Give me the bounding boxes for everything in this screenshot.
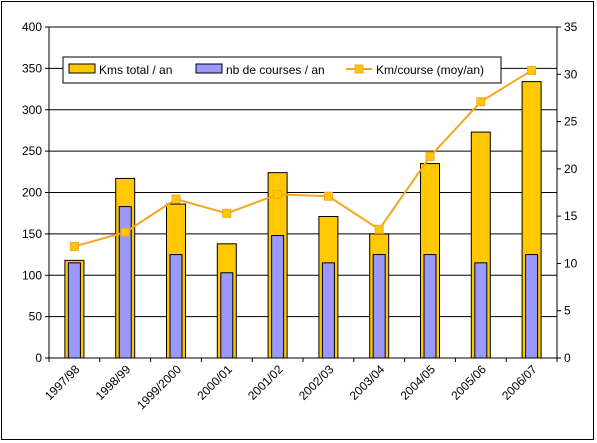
bar-nb-courses xyxy=(220,272,234,359)
x-axis-category-label: 2006/07 xyxy=(499,362,540,403)
bar-nb-courses xyxy=(423,254,437,359)
y-axis-right-tick-label: 5 xyxy=(564,304,571,318)
bars-nb-courses xyxy=(67,206,539,359)
y-axis-right-tick-label: 25 xyxy=(564,115,578,129)
y-axis-right-tick-label: 30 xyxy=(564,67,578,81)
y-axis-right-tick-label: 35 xyxy=(564,20,578,34)
x-axis-category-label: 2001/02 xyxy=(245,362,286,403)
legend-box xyxy=(62,56,502,84)
point-km-per-course xyxy=(527,66,537,76)
line-km-per-course-path xyxy=(74,69,533,248)
point-km-per-course xyxy=(273,189,283,199)
y-axis-left-tick-label: 300 xyxy=(22,103,42,117)
x-axis-category-label: 1999/2000 xyxy=(134,362,184,412)
legend-label-kms-total: Kms total / an xyxy=(99,63,172,77)
y-axis-left-tick-label: 400 xyxy=(22,20,42,34)
y-axis-left-tick-label: 200 xyxy=(22,186,42,200)
y-axis-right-tick-label: 15 xyxy=(564,209,578,223)
point-km-per-course xyxy=(374,224,384,234)
y-axis-left-tick-label: 100 xyxy=(22,268,42,282)
legend-swatch-nb-courses xyxy=(195,63,223,74)
x-axis-category-label: 1997/98 xyxy=(42,362,83,403)
x-axis-category-label: 2000/01 xyxy=(194,362,235,403)
point-km-per-course xyxy=(476,97,486,107)
line-km-per-course xyxy=(69,66,537,251)
bar-nb-courses xyxy=(525,254,539,359)
y-axis-left-tick-label: 250 xyxy=(22,144,42,158)
y-axis-right-tick-label: 0 xyxy=(564,351,571,365)
y-axis-left-tick-label: 50 xyxy=(29,310,43,324)
point-km-per-course xyxy=(171,194,181,204)
legend-marker-km-per-course xyxy=(354,64,364,74)
x-axis-category-label: 2002/03 xyxy=(296,362,337,403)
y-axis-left-tick-label: 0 xyxy=(35,351,42,365)
legend-label-km-per-course: Km/course (moy/an) xyxy=(376,63,484,77)
bar-nb-courses xyxy=(372,254,386,359)
point-km-per-course xyxy=(425,152,435,162)
bar-nb-courses xyxy=(169,254,183,359)
bar-nb-courses xyxy=(67,262,81,359)
y-axis-left-tick-label: 150 xyxy=(22,227,42,241)
y-axis-right-tick-label: 10 xyxy=(564,256,578,270)
point-km-per-course xyxy=(69,241,79,251)
legend: Kms total / an nb de courses / an Km/cou… xyxy=(62,56,502,84)
bar-nb-courses xyxy=(474,262,488,359)
legend-swatch-kms-total xyxy=(68,63,96,74)
y-axis-right-tick-label: 20 xyxy=(564,162,578,176)
bar-nb-courses xyxy=(321,262,335,359)
x-axis-category-label: 1998/99 xyxy=(93,362,134,403)
point-km-per-course xyxy=(323,191,333,201)
y-axis-left-tick-label: 350 xyxy=(22,61,42,75)
bar-nb-courses xyxy=(271,235,285,359)
x-axis-category-label: 2004/05 xyxy=(398,362,439,403)
x-axis-category-label: 2003/04 xyxy=(347,362,388,403)
legend-label-nb-courses: nb de courses / an xyxy=(226,63,325,77)
point-km-per-course xyxy=(120,227,130,237)
point-km-per-course xyxy=(222,208,232,218)
x-axis-category-label: 2005/06 xyxy=(448,362,489,403)
